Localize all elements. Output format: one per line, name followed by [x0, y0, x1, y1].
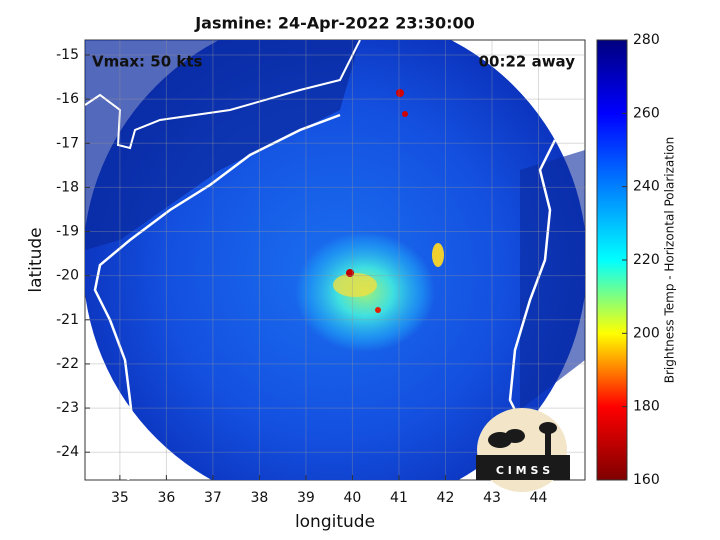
colorbar-label: Brightness Temp - Horizontal Polarizatio…: [663, 137, 677, 384]
y-tick-label: -21: [56, 312, 79, 328]
imagery: [85, 40, 585, 480]
coastline: [93, 113, 341, 480]
convection: [333, 273, 377, 297]
colorbar-tick-label: 180: [633, 399, 660, 415]
x-axis-label: longitude: [295, 512, 375, 532]
y-tick-label: -17: [56, 135, 79, 151]
annotation: 00:22 away: [479, 53, 576, 71]
x-tick-label: 42: [437, 490, 455, 506]
colorbar-tick-label: 160: [633, 472, 660, 488]
x-tick-label: 35: [111, 490, 129, 506]
convection: [402, 111, 408, 117]
x-tick-label: 36: [157, 490, 175, 506]
y-tick-label: -20: [56, 268, 79, 284]
coastline: [85, 40, 361, 150]
y-axis-label: latitude: [26, 227, 46, 292]
convection: [432, 243, 444, 267]
colorbar-tick-label: 260: [633, 105, 660, 121]
x-tick-label: 39: [297, 490, 315, 506]
colorbar-tick-label: 200: [633, 325, 660, 341]
convection: [346, 269, 354, 277]
logo: C I M S S: [476, 408, 570, 492]
y-tick-label: -23: [56, 400, 79, 416]
colorbar-ticks: 160 180 200 220 240 260 280: [622, 32, 660, 488]
x-tick-label: 43: [483, 490, 501, 506]
x-tick-label: 37: [204, 490, 222, 506]
y-tick-label: -16: [56, 91, 79, 107]
annotation: Vmax: 50 kts: [92, 53, 202, 71]
y-tick-label: -22: [56, 356, 79, 372]
x-tick-label: 38: [251, 490, 269, 506]
logo-text: C I M S S: [496, 464, 550, 477]
grid: [85, 40, 585, 480]
x-tick-label: 44: [530, 490, 548, 506]
y-tick-label: -19: [56, 224, 79, 240]
colorbar-tick-label: 280: [633, 32, 660, 48]
convection: [396, 89, 404, 97]
colorbar-tick-label: 220: [633, 252, 660, 268]
y-tick-label: -18: [56, 179, 79, 195]
coastline: [508, 139, 557, 421]
x-tick-label: 41: [390, 490, 408, 506]
chart-title: Jasmine: 24-Apr-2022 23:30:00: [194, 14, 475, 33]
axes: 35 36 37 38 39 40 41 42 43 44 -15 -16 -17 -18 -19 -20 -2…: [56, 47, 547, 506]
y-tick-label: -24: [56, 444, 79, 460]
land-dark: [520, 150, 585, 410]
y-tick-label: -15: [56, 47, 79, 63]
convection: [375, 307, 381, 313]
colorbar-tick-label: 240: [633, 179, 660, 195]
x-tick-label: 40: [344, 490, 362, 506]
